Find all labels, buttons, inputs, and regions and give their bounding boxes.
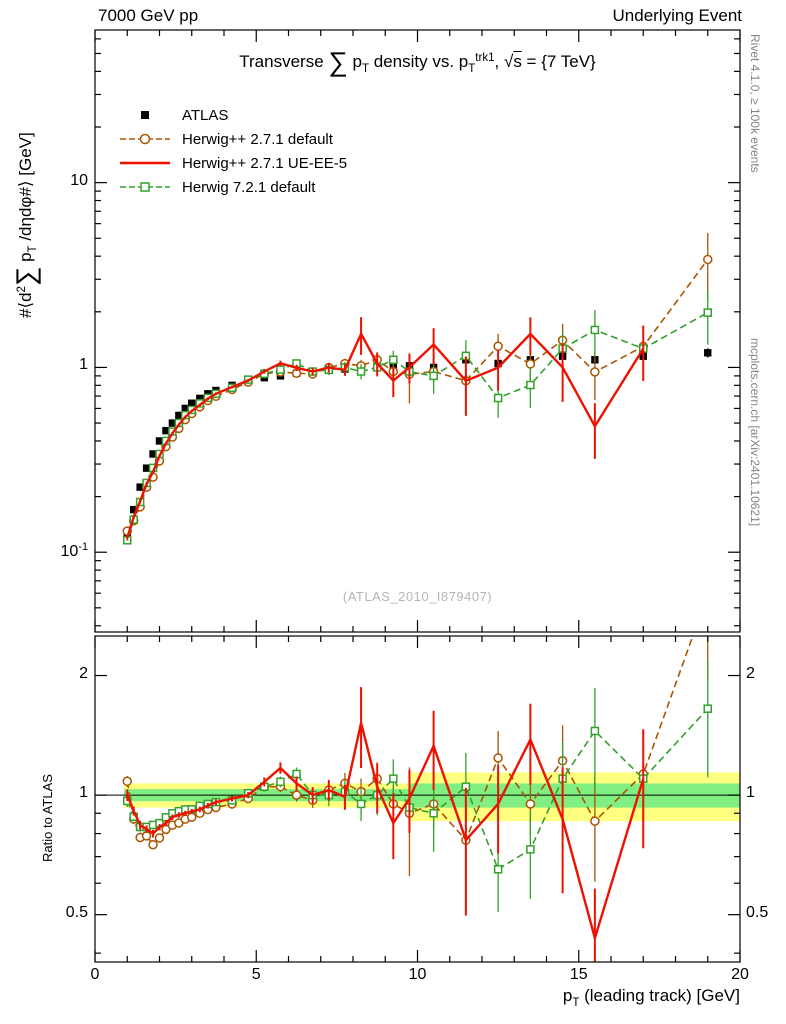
y-tick-label-ratio-right: 2: [746, 664, 755, 682]
legend: ATLAS Herwig++ 2.7.1 default Herwig++ 2.7.…: [118, 103, 347, 199]
analysis-id-watermark: (ATLAS_2010_I879407): [342, 589, 493, 604]
axes-frame: [94, 29, 741, 963]
y-tick-label-main: 10: [70, 171, 88, 189]
line-sample-icon: [120, 161, 170, 165]
legend-label: ATLAS: [182, 106, 229, 124]
y-tick-label-ratio-right: 1: [746, 784, 755, 802]
y-tick-label-ratio-left: 2: [79, 664, 88, 682]
main-series: [122, 232, 713, 545]
marker-sample-icon: [120, 182, 170, 192]
x-tick-label: 5: [251, 966, 261, 983]
legend-item-2: Herwig++ 2.7.1 UE-EE-5: [118, 151, 347, 175]
x-tick-label: 20: [731, 966, 749, 983]
mcplots-reference-note: mcplots.cern.ch [arXiv:2401.10621]: [748, 338, 762, 527]
legend-item-1: Herwig++ 2.7.1 default: [118, 127, 347, 151]
y-tick-label-ratio-left: 0.5: [65, 903, 88, 921]
x-tick-label: 15: [569, 966, 588, 983]
analysis-group-label: Underlying Event: [612, 6, 742, 25]
y-axis-label-main: #⟨d2∑ pT /dηdφ#⟩ [GeV]: [10, 132, 41, 318]
legend-label: Herwig++ 2.7.1 UE-EE-5: [182, 154, 348, 172]
x-tick-label: 0: [90, 966, 100, 983]
legend-label: Herwig 7.2.1 default: [182, 178, 316, 196]
marker-sample-icon: [141, 111, 149, 119]
beam-energy-label: 7000 GeV pp: [98, 6, 199, 25]
y-tick-label-ratio-right: 0.5: [746, 903, 769, 921]
marker-sample-icon: [120, 133, 170, 145]
x-axis-label: pT (leading track) [GeV]: [562, 986, 740, 1009]
legend-item-0: ATLAS: [118, 103, 347, 127]
rivet-version-note: Rivet 4.1.0, ≥ 100k events: [748, 34, 762, 173]
plot-title: Transverse ∑ pT density vs. pTtrk1, √s =…: [239, 46, 596, 77]
legend-label: Herwig++ 2.7.1 default: [182, 130, 333, 148]
y-tick-label-ratio-left: 1: [79, 784, 88, 802]
ratio-series: [122, 636, 712, 962]
y-tick-label-main: 1: [79, 356, 88, 374]
y-tick-label-main: 10-1: [60, 541, 88, 561]
x-tick-label: 10: [408, 966, 427, 983]
legend-item-3: Herwig 7.2.1 default: [118, 175, 347, 199]
